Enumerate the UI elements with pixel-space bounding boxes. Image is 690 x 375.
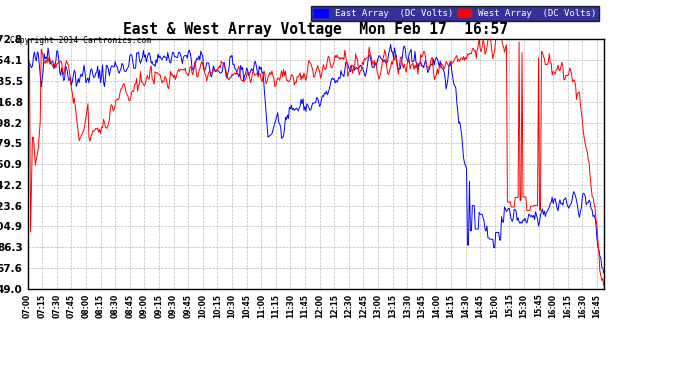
Text: Copyright 2014 Cartronics.com: Copyright 2014 Cartronics.com bbox=[10, 36, 152, 45]
Title: East & West Array Voltage  Mon Feb 17  16:57: East & West Array Voltage Mon Feb 17 16:… bbox=[124, 22, 508, 37]
Legend: East Array  (DC Volts), West Array  (DC Volts): East Array (DC Volts), West Array (DC Vo… bbox=[311, 6, 599, 21]
